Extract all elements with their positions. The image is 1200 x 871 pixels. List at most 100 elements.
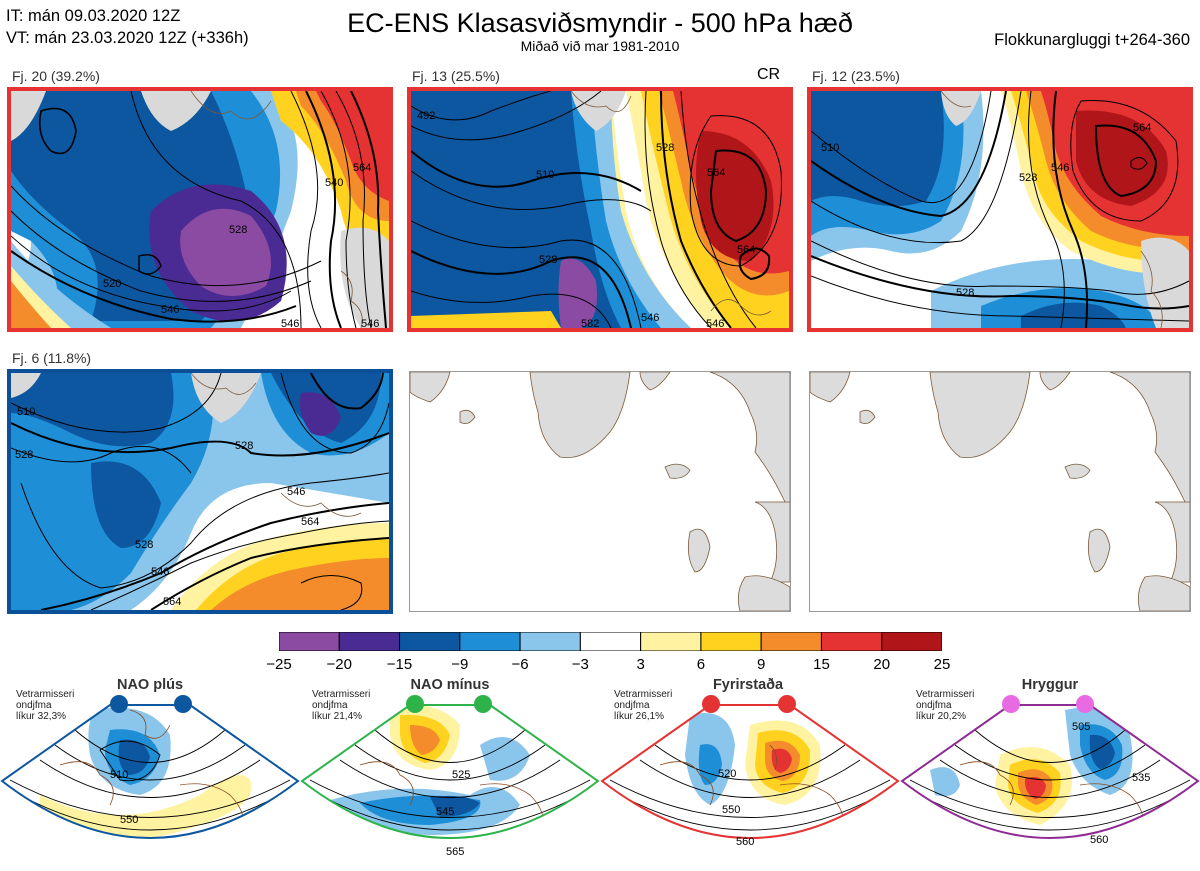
page-subtitle: Miðað við mar 1981-2010 (520, 38, 680, 54)
colorbar-swatch (820, 631, 883, 652)
colorbar-tick-label: 6 (696, 656, 706, 673)
contour-label: 510 (17, 406, 35, 418)
regime-note-4: Vetrarmisseri ondjfma líkur 20,2% (916, 689, 975, 722)
cluster-map-2: 492 510 528 528 546 546 564 564 582 (407, 87, 793, 332)
colorbar-tick-label: −9 (451, 656, 469, 673)
contour-label: 560 (1090, 834, 1108, 846)
contour-label: 550 (722, 804, 740, 816)
contour-label: 564 (163, 596, 181, 608)
colorbar-tick-label: −6 (511, 656, 529, 673)
contour-label: 535 (1132, 772, 1150, 784)
colorbar-swatch (760, 631, 822, 652)
colorbar-swatch (700, 631, 762, 652)
colorbar-tick-label: −15 (386, 656, 413, 673)
contour-label: 528 (539, 254, 557, 266)
contour-label: 546 (361, 318, 379, 328)
contour-label: 546 (161, 304, 179, 316)
contour-label: 564 (1133, 122, 1151, 134)
contour-label: 546 (641, 312, 659, 324)
regime-map-nao-plus: 510 550 (0, 704, 300, 839)
contour-label: 528 (656, 142, 674, 154)
contour-label: 546 (1051, 162, 1069, 174)
colorbar-swatch (278, 631, 340, 652)
contour-label: 528 (229, 224, 247, 236)
contour-label: 564 (301, 516, 319, 528)
colorbar-tick-label: 15 (813, 656, 830, 673)
valid-time: VT: mán 23.03.2020 12Z (+336h) (6, 29, 249, 47)
contour-label: 528 (956, 287, 974, 299)
contour-label: 546 (281, 318, 299, 328)
regime-title-ridge: Hryggur (1021, 677, 1079, 693)
contour-label: 505 (1072, 721, 1090, 733)
contour-label: 545 (436, 806, 454, 818)
colorbar-swatch (881, 631, 943, 652)
regime-title-blocking: Fyrirstaða (712, 677, 784, 693)
colorbar-tick-label: 3 (636, 656, 645, 673)
contour-label: 560 (736, 836, 754, 848)
colorbar-tick-label: 9 (757, 656, 766, 673)
colorbar-swatch (640, 631, 702, 652)
contour-label: 510 (110, 769, 128, 781)
regime-note-2: Vetrarmisseri ondjfma líkur 21,4% (312, 689, 371, 722)
contour-label: 492 (417, 110, 435, 122)
regime-marker-1a (110, 695, 128, 713)
regime-marker-4b (1076, 695, 1094, 713)
regime-marker-2b (474, 695, 492, 713)
cluster-label-2: Fj. 13 (25.5%) (412, 68, 500, 84)
colorbar-swatch (519, 631, 581, 652)
colorbar-swatch (459, 631, 521, 652)
contour-label: 520 (718, 768, 736, 780)
page-title: EC-ENS Klasasviðsmyndir - 500 hPa hæð (347, 8, 853, 38)
classification-window: Flokkunargluggi t+264-360 (994, 31, 1190, 49)
contour-label: 520 (103, 278, 121, 290)
colorbar-tick-label: −20 (326, 656, 352, 673)
regime-marker-4a (1002, 695, 1020, 713)
regime-map-ridge: 505 535 560 (900, 704, 1200, 846)
colorbar-swatch (338, 631, 401, 652)
contour-label: 546 (287, 486, 305, 498)
empty-map-6 (809, 371, 1191, 612)
regime-marker-3b (778, 695, 796, 713)
contour-label: 546 (706, 318, 724, 328)
regime-marker-1b (174, 695, 192, 713)
regime-row: NAO plús Vetrarmisseri ondjfma líkur 32,… (0, 675, 1200, 871)
colorbar-tick-label: −3 (571, 656, 589, 673)
colorbar-tick-label: −25 (266, 656, 292, 673)
contour-label: 582 (581, 318, 599, 328)
contour-label: 528 (135, 539, 153, 551)
cluster-label-4: Fj. 6 (11.8%) (12, 350, 92, 366)
regime-title-nao-plus: NAO plús (116, 677, 184, 693)
regime-note-3: Vetrarmisseri ondjfma líkur 26,1% (614, 689, 673, 722)
contour-label: 550 (120, 814, 138, 826)
contour-label: 564 (737, 244, 755, 256)
regime-marker-2a (406, 695, 424, 713)
regime-map-blocking: 520 550 560 (600, 704, 900, 848)
cluster-label-3: Fj. 12 (23.5%) (812, 68, 900, 84)
colorbar-swatch (399, 631, 461, 652)
contour-label: 546 (151, 566, 169, 578)
colorbar-swatch (579, 631, 642, 652)
contour-label: 528 (15, 449, 33, 461)
contour-label: 525 (452, 769, 470, 781)
colorbar-tick-label: 25 (933, 656, 951, 673)
regime-map-nao-minus: 525 545 565 (300, 704, 600, 858)
colorbar-tick-label: 20 (873, 656, 891, 673)
contour-label: 540 (325, 177, 343, 189)
cluster-label-1: Fj. 20 (39.2%) (12, 68, 100, 84)
contour-label: 510 (536, 169, 554, 181)
colorbar-swatches (278, 631, 943, 652)
contour-label: 564 (353, 162, 371, 174)
regime-title-nao-minus: NAO mínus (410, 677, 490, 693)
init-time: IT: mán 09.03.2020 12Z (6, 7, 181, 25)
regime-note-1: Vetrarmisseri ondjfma líkur 32,3% (16, 689, 75, 722)
cluster-badge-cr: CR (757, 66, 781, 83)
contour-label: 528 (1019, 172, 1037, 184)
empty-map-5 (409, 371, 791, 612)
cluster-map-1: 528 546 520 546 546 540 564 (7, 87, 393, 332)
cluster-map-3: 510 528 528 546 564 (807, 87, 1193, 332)
contour-label: 564 (707, 167, 725, 179)
regime-marker-3a (702, 695, 720, 713)
contour-label: 565 (446, 846, 464, 858)
contour-label: 510 (821, 142, 839, 154)
colorbar-ticks: −25 −20 −15 −9 −6 −3 3 6 9 15 20 25 (266, 656, 950, 676)
